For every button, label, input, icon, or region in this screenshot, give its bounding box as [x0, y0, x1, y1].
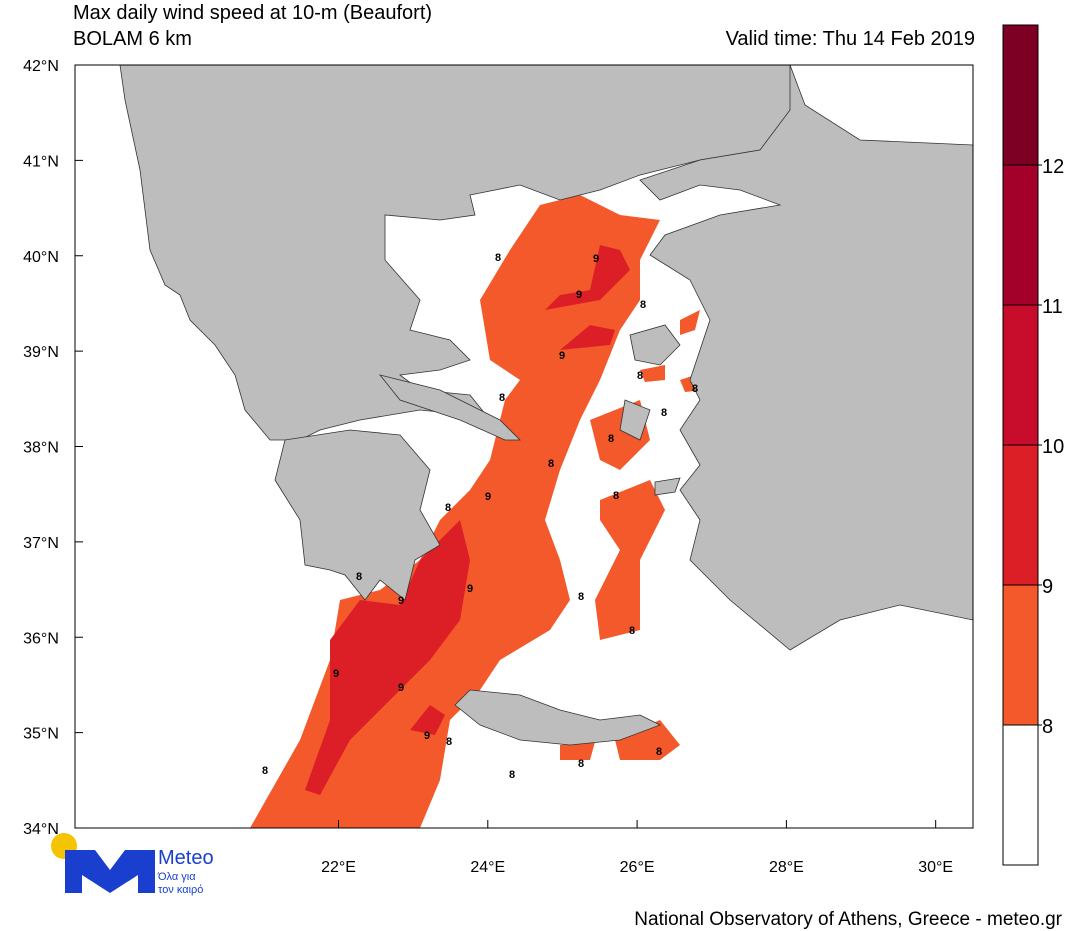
y-tick-label: 41°N [23, 153, 59, 170]
contour-label: 9 [398, 595, 404, 607]
contour-label: 8 [445, 502, 451, 514]
x-tick-label: 26°E [620, 859, 655, 876]
contour-label: 8 [509, 769, 515, 781]
colorbar-label: 8 [1042, 716, 1053, 738]
colorbar-segment [1002, 164, 1039, 306]
contour-label: 9 [593, 253, 599, 265]
colorbar-label: 11 [1042, 296, 1063, 318]
contour-label: 8 [629, 625, 635, 637]
contour-label: 8 [656, 746, 662, 758]
colorbar-label: 9 [1042, 576, 1053, 598]
x-tick-label: 24°E [470, 859, 505, 876]
contour-label: 8 [495, 252, 501, 264]
contour-label: 8 [446, 736, 452, 748]
contour-label: 8 [608, 433, 614, 445]
y-tick-label: 37°N [23, 535, 59, 552]
contour-label: 9 [485, 491, 491, 503]
contour-label: 8 [548, 458, 554, 470]
model: BOLAM 6 km [73, 28, 192, 50]
contour-label: 8 [661, 407, 667, 419]
y-tick-label: 38°N [23, 440, 59, 457]
x-tick-label: 22°E [321, 859, 356, 876]
colorbar-segment [1002, 24, 1039, 166]
colorbar-segment [1002, 304, 1039, 446]
logo-tagline: τον καιρό [158, 884, 203, 896]
colorbar-label: 10 [1042, 436, 1064, 458]
x-tick-label: 28°E [769, 859, 804, 876]
contour-label: 8 [262, 765, 268, 777]
y-tick-label: 39°N [23, 344, 59, 361]
y-tick-label: 42°N [23, 58, 59, 75]
colorbar-label: 12 [1042, 156, 1064, 178]
logo-name: Meteo [158, 847, 214, 869]
contour-label: 9 [398, 682, 404, 694]
contour-label: 9 [424, 730, 430, 742]
contour-label: 8 [578, 758, 584, 770]
footer: National Observatory of Athens, Greece -… [634, 909, 1062, 930]
contour-label: 8 [578, 591, 584, 603]
contour-label: 8 [640, 299, 646, 311]
logo-tagline: Όλα για [157, 871, 196, 883]
map: 8 9 9 8 9 8 8 8 8 8 8 9 8 8 8 9 9 8 8 9 9 9 8 8 8 8 8 [75, 65, 973, 828]
colorbar-segment [1002, 444, 1039, 586]
y-tick-label: 35°N [23, 726, 59, 743]
contour-label: 9 [576, 289, 582, 301]
contour-label: 9 [467, 583, 473, 595]
contour-label: 8 [499, 392, 505, 404]
title: Max daily wind speed at 10-m (Beaufort) [73, 2, 432, 24]
contour-label: 8 [637, 370, 643, 382]
contour-label: 9 [559, 350, 565, 362]
y-tick-label: 40°N [23, 249, 59, 266]
y-tick-label: 34°N [23, 821, 59, 838]
y-tick-label: 36°N [23, 630, 59, 647]
valid-time: Valid time: Thu 14 Feb 2019 [726, 28, 975, 50]
contour-label: 8 [356, 571, 362, 583]
wind-area [250, 195, 710, 828]
x-tick-label: 30°E [918, 859, 953, 876]
contour-label: 8 [613, 490, 619, 502]
contour-label: 9 [333, 668, 339, 680]
colorbar-segment [1002, 584, 1039, 726]
land [119, 65, 973, 746]
colorbar-segment [1002, 724, 1039, 866]
contour-label: 8 [692, 383, 698, 395]
logo: Meteo Όλα για τον καιρό [51, 833, 214, 896]
